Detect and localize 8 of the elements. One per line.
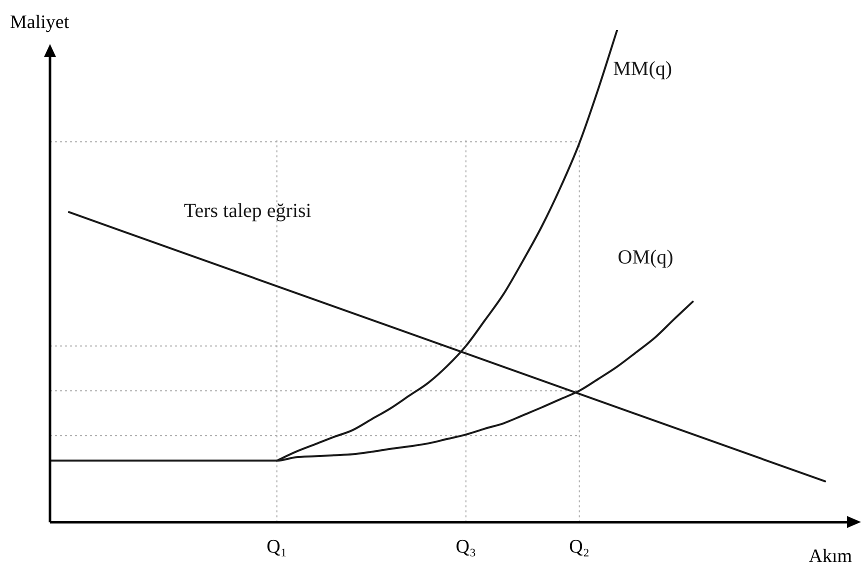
series-label: MM(q) [613,58,672,80]
x-tick-label: Q₁ [266,536,288,558]
x-tick-label: Q₃ [456,536,476,558]
series-label: Ters talep eğrisi [184,200,312,222]
x-axis-title: Akım [808,546,852,567]
y-axis-title: Maliyet [10,12,70,33]
x-tick-label: Q₂ [569,536,590,558]
series-label: OM(q) [618,246,674,269]
